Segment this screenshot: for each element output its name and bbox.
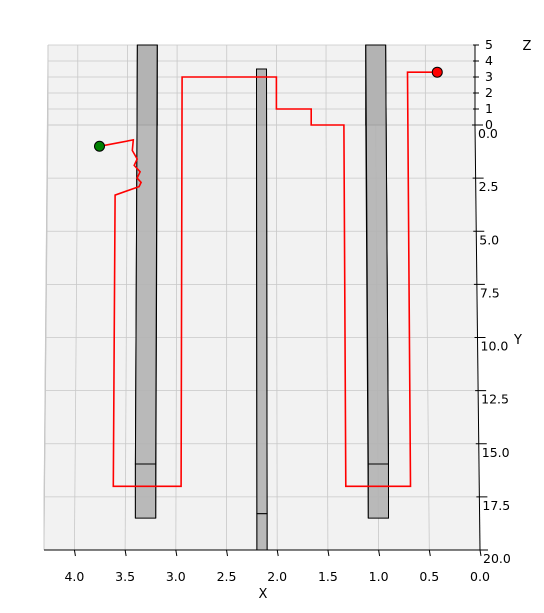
z-tick-label: 4	[485, 53, 493, 68]
path-line	[99, 71, 438, 488]
x-tick-label: 2.5	[217, 569, 237, 584]
obstacle-2-face	[255, 68, 268, 515]
x-tick-label: 1.5	[318, 569, 338, 584]
x-tick-label: 1.0	[369, 569, 389, 584]
y-tick-label: 10.0	[481, 339, 509, 354]
y-tick-label: 7.5	[480, 285, 500, 300]
x-tick-mark	[73, 549, 76, 557]
x-tick-label: 3.0	[166, 569, 186, 584]
x-tick-mark	[327, 549, 330, 557]
y-tick-label: 15.0	[482, 445, 510, 460]
y-axis-label: Y	[513, 333, 522, 348]
tick-labels: 4.0 3.5 3.0 2.5 2.0 1.5 1.0 0.5 0.0 0.0 2.5 5.0 7.5 1…	[64, 37, 510, 584]
start-marker	[93, 140, 105, 152]
y-tick-label: 5.0	[479, 232, 499, 247]
x-tick-mark	[479, 549, 482, 557]
x-tick-mark	[276, 549, 279, 557]
x-tick-mark	[378, 549, 381, 557]
z-tick-label: 0	[485, 117, 493, 132]
x-tick-mark	[124, 549, 127, 557]
z-tick-label: 1	[485, 101, 493, 116]
trajectory	[99, 71, 438, 488]
x-tick-label: 0.0	[470, 569, 490, 584]
obstacle-3-face	[365, 44, 390, 465]
z-tick-label: 3	[485, 69, 493, 84]
x-tick-mark	[226, 549, 229, 557]
endpoints	[93, 66, 443, 152]
obstacle-2-face	[256, 513, 268, 551]
z-tick-label: 2	[485, 85, 493, 100]
x-tick-label: 2.0	[267, 569, 287, 584]
x-axis-label: X	[259, 587, 268, 602]
y-tick-label: 17.5	[482, 498, 510, 513]
x-tick-mark	[428, 549, 431, 557]
obstacles	[134, 44, 390, 551]
z-axis-label: Z	[523, 39, 532, 54]
end-marker	[431, 66, 443, 78]
x-tick-label: 3.5	[115, 569, 135, 584]
x-tick-label: 0.5	[419, 569, 439, 584]
y-tick-label: 2.5	[479, 179, 499, 194]
obstacle-1-face	[134, 44, 158, 465]
y-tick-label: 20.0	[483, 551, 511, 566]
y-tick-label: 0.0	[478, 126, 498, 141]
grid-line-z-side	[43, 44, 49, 499]
x-tick-label: 4.0	[64, 569, 84, 584]
obstacle-3-face	[367, 463, 389, 519]
obstacle-1-face	[134, 463, 157, 519]
z-tick-label: 5	[485, 37, 493, 52]
y-tick-label: 12.5	[481, 392, 509, 407]
x-tick-mark	[175, 549, 178, 557]
